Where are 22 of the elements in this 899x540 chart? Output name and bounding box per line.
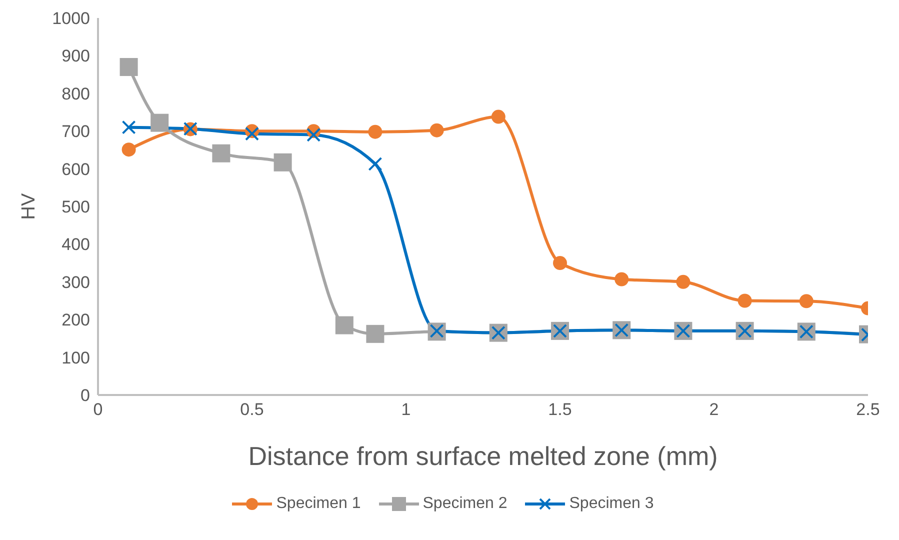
y-axis-title: HV bbox=[18, 192, 40, 220]
y-tick-label: 300 bbox=[62, 272, 90, 292]
y-tick-label: 600 bbox=[62, 160, 90, 179]
y-tick-label: 200 bbox=[62, 310, 90, 330]
y-tick-label: 900 bbox=[62, 46, 90, 66]
x-tick-label: 0 bbox=[93, 400, 103, 420]
y-tick-label: 500 bbox=[62, 198, 90, 217]
y-tick-label: 700 bbox=[62, 122, 90, 142]
y-tick-label: 1000 bbox=[52, 9, 90, 28]
y-tick-label: 0 bbox=[80, 386, 90, 406]
legend-label: Specimen 3 bbox=[568, 495, 654, 513]
x-tick-label: 1 bbox=[401, 400, 411, 420]
x-tick-label: 2.5 bbox=[856, 400, 880, 420]
y-tick-label: 100 bbox=[62, 348, 90, 368]
x-tick-label: 2 bbox=[709, 400, 719, 420]
legend-label: Specimen 1 bbox=[275, 495, 361, 513]
y-tick-label: 400 bbox=[62, 235, 90, 254]
x-axis-title: Distance from surface melted zone (mm) bbox=[248, 441, 718, 471]
x-tick-label: 1.5 bbox=[548, 400, 572, 420]
legend-label: Specimen 2 bbox=[422, 495, 508, 513]
x-tick-label: 0.5 bbox=[240, 400, 264, 420]
y-tick-label: 800 bbox=[62, 84, 90, 104]
